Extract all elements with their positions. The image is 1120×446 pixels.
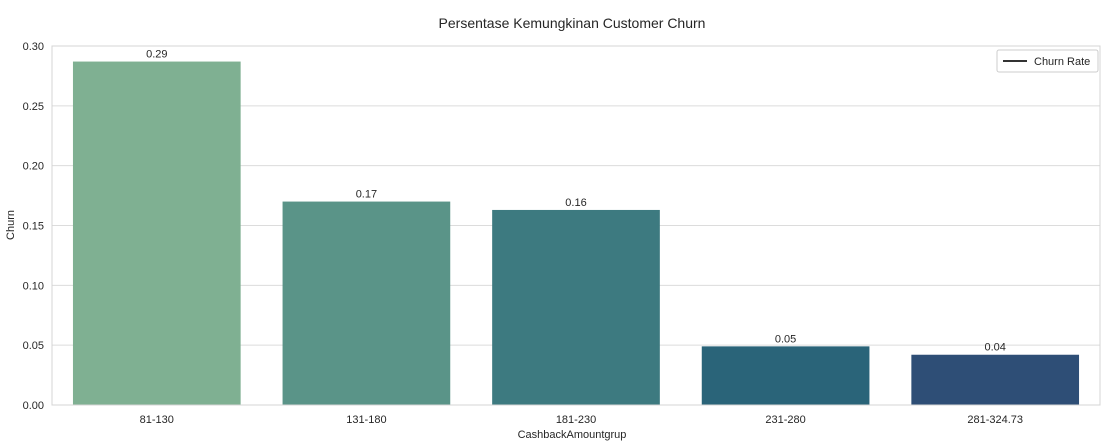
bar-231-280 [701,346,870,405]
y-tick-label: 0.00 [23,400,44,412]
bar-data-label: 0.29 [146,49,167,61]
bars: 0.29 0.17 0.16 0.05 0.04 [72,49,1080,405]
plot-frame [51,45,1101,406]
y-tick-label: 0.25 [23,101,44,113]
y-tick-label: 0.15 [23,221,44,233]
bar-181-230 [492,209,660,405]
bar-data-label: 0.05 [775,333,796,345]
x-tick-label: 181-230 [556,414,596,426]
y-tick-label: 0.05 [23,340,44,352]
y-axis-label: Churn [5,210,17,240]
bar-data-label: 0.04 [984,342,1005,354]
bar-131-180 [282,201,451,405]
x-axis-label: CashbackAmountgrup [518,429,627,441]
x-tick-label: 81-130 [140,414,174,426]
legend: Churn Rate [996,49,1099,73]
bar-81-130 [72,61,241,405]
bar-281-324.73 [911,354,1080,405]
y-tick-label: 0.30 [23,41,44,53]
x-tick-label: 281-324.73 [967,414,1023,426]
bar-data-label: 0.16 [565,197,586,209]
legend-entry-churn-rate: Churn Rate [1034,56,1090,68]
chart-title: Persentase Kemungkinan Customer Churn [439,15,706,31]
y-tick-label: 0.10 [23,280,44,292]
legend-box [996,49,1099,73]
y-tick-label: 0.20 [23,161,44,173]
x-tick-label: 231-280 [765,414,805,426]
bar-data-label: 0.17 [356,189,377,201]
axis-ticks: 0.00 0.05 0.10 0.15 0.20 0.25 0.30 81-130 131-18… [23,41,1023,426]
x-tick-label: 131-180 [346,414,386,426]
